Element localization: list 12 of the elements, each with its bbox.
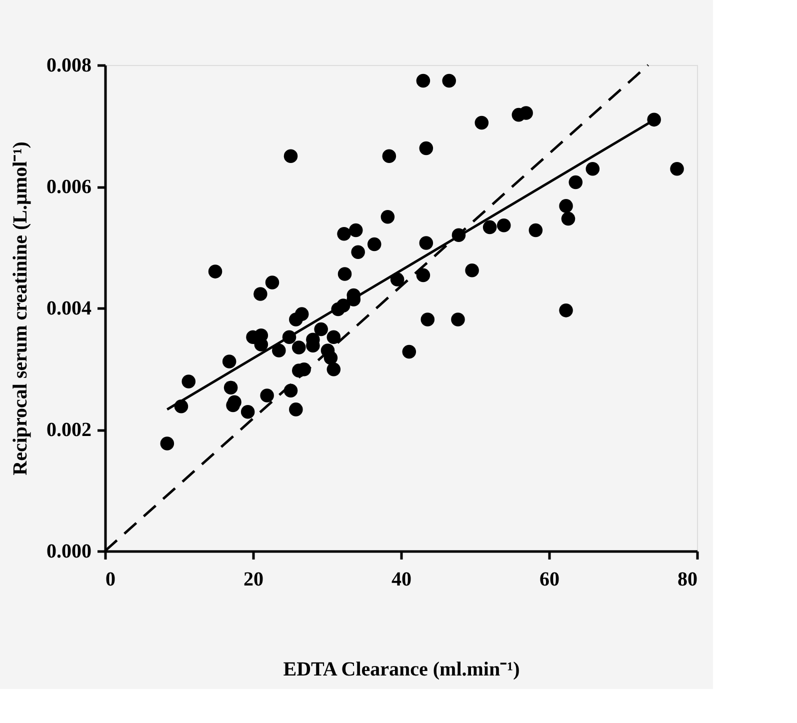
y-tick-label: 0.004 [46,298,92,320]
y-tick-label: 0.000 [46,540,92,562]
y-tick-label: 0.008 [46,54,92,76]
x-axis-title: EDTA Clearance (ml.min⁻¹) [283,658,520,680]
x-tick-label: 0 [106,568,116,590]
y-tick-label: 0.002 [46,419,92,441]
x-tick-label: 60 [540,568,560,590]
x-tick-label: 40 [392,568,412,590]
y-tick-label: 0.006 [46,176,92,198]
x-tick-label: 20 [244,568,264,590]
y-axis-title: Reciprocal serum creatinine (L.µmol⁻¹) [10,142,32,476]
x-tick-label: 80 [678,568,698,590]
